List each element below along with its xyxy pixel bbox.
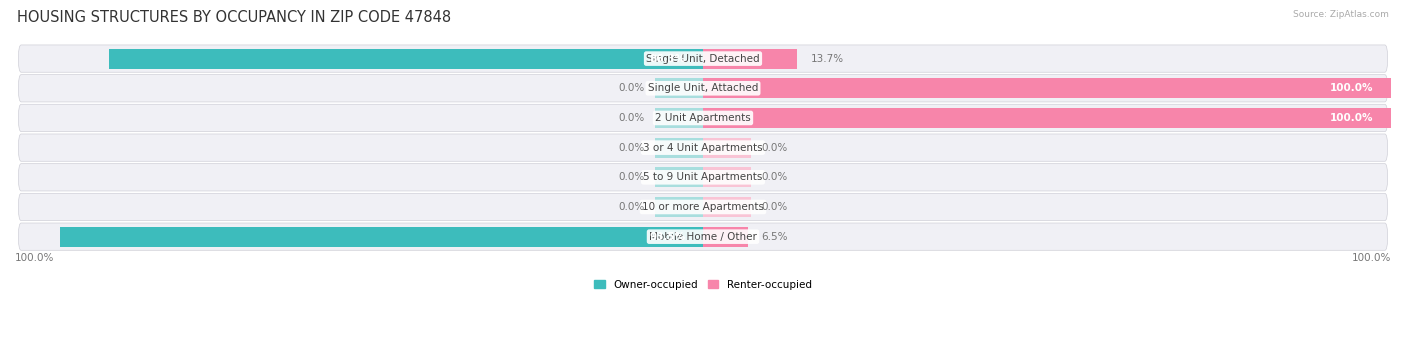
Text: 3 or 4 Unit Apartments: 3 or 4 Unit Apartments: [643, 143, 763, 153]
Bar: [703, 108, 1391, 128]
FancyBboxPatch shape: [18, 45, 1388, 72]
Text: 0.0%: 0.0%: [619, 202, 644, 212]
Bar: [703, 226, 748, 247]
Legend: Owner-occupied, Renter-occupied: Owner-occupied, Renter-occupied: [591, 276, 815, 294]
FancyBboxPatch shape: [18, 75, 1388, 102]
Text: Source: ZipAtlas.com: Source: ZipAtlas.com: [1294, 10, 1389, 19]
Bar: [703, 78, 1391, 98]
Text: 100.0%: 100.0%: [1351, 253, 1391, 263]
Text: 0.0%: 0.0%: [619, 172, 644, 182]
Bar: [703, 48, 797, 69]
Text: 5 to 9 Unit Apartments: 5 to 9 Unit Apartments: [644, 172, 762, 182]
Bar: [703, 167, 751, 188]
Text: HOUSING STRUCTURES BY OCCUPANCY IN ZIP CODE 47848: HOUSING STRUCTURES BY OCCUPANCY IN ZIP C…: [17, 10, 451, 25]
Text: 0.0%: 0.0%: [619, 83, 644, 93]
Text: 2 Unit Apartments: 2 Unit Apartments: [655, 113, 751, 123]
Text: 10 or more Apartments: 10 or more Apartments: [643, 202, 763, 212]
Bar: [59, 226, 703, 247]
FancyBboxPatch shape: [18, 223, 1388, 250]
Text: 0.0%: 0.0%: [762, 172, 787, 182]
Text: 0.0%: 0.0%: [762, 202, 787, 212]
Bar: [703, 197, 751, 217]
Bar: [655, 108, 703, 128]
FancyBboxPatch shape: [18, 164, 1388, 191]
Bar: [655, 197, 703, 217]
FancyBboxPatch shape: [18, 104, 1388, 132]
Text: 0.0%: 0.0%: [619, 113, 644, 123]
Text: Single Unit, Detached: Single Unit, Detached: [647, 54, 759, 64]
Bar: [703, 137, 751, 158]
Text: 0.0%: 0.0%: [762, 143, 787, 153]
Bar: [655, 167, 703, 188]
Text: 100.0%: 100.0%: [1330, 83, 1374, 93]
FancyBboxPatch shape: [18, 193, 1388, 221]
Text: 100.0%: 100.0%: [1330, 113, 1374, 123]
Text: Single Unit, Attached: Single Unit, Attached: [648, 83, 758, 93]
FancyBboxPatch shape: [18, 134, 1388, 161]
Text: 100.0%: 100.0%: [15, 253, 55, 263]
Text: 86.3%: 86.3%: [650, 54, 686, 64]
Bar: [655, 137, 703, 158]
Text: 93.5%: 93.5%: [650, 232, 686, 242]
Text: Mobile Home / Other: Mobile Home / Other: [650, 232, 756, 242]
Text: 13.7%: 13.7%: [811, 54, 844, 64]
Text: 0.0%: 0.0%: [619, 143, 644, 153]
Bar: [110, 48, 703, 69]
Text: 6.5%: 6.5%: [762, 232, 787, 242]
Bar: [655, 78, 703, 98]
